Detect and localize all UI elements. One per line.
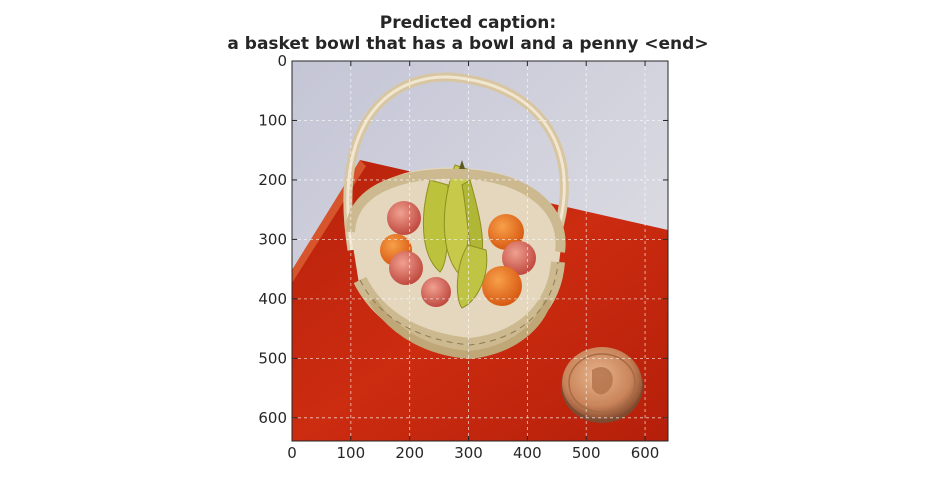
apple-2 [389, 251, 423, 285]
x-tick-label: 100 [337, 444, 366, 462]
basket-weave-texture [359, 261, 559, 346]
x-tick-label: 200 [395, 444, 424, 462]
basket-weave-base [368, 297, 552, 360]
photo-image [292, 61, 668, 441]
x-tick-label: 0 [287, 444, 297, 462]
penny-rim [568, 353, 636, 413]
y-tick-label: 400 [258, 290, 287, 308]
y-tick-label: 300 [258, 230, 287, 248]
apple-1 [387, 201, 421, 235]
y-tick-label: 100 [258, 111, 287, 129]
chart-title-line-1: Predicted caption: [379, 13, 557, 33]
basket-handle-highlight [346, 75, 566, 251]
banana-4 [456, 244, 488, 309]
x-tick-label: 400 [513, 444, 542, 462]
orange-2 [488, 214, 524, 250]
orange-3 [482, 266, 522, 306]
chart-title-line-2: a basket bowl that has a bowl and a penn… [227, 34, 709, 54]
apple-3 [421, 277, 451, 307]
x-tick-label: 300 [454, 444, 483, 462]
x-tick-label: 600 [631, 444, 660, 462]
basket-rim [345, 168, 566, 253]
plot-frame [291, 60, 669, 442]
y-tick-label: 200 [258, 171, 287, 189]
y-tick-label: 500 [258, 349, 287, 367]
y-tick-label: 600 [258, 409, 287, 427]
x-tick-label: 500 [572, 444, 601, 462]
y-tick-label: 0 [277, 52, 287, 70]
penny-portrait [592, 367, 613, 395]
